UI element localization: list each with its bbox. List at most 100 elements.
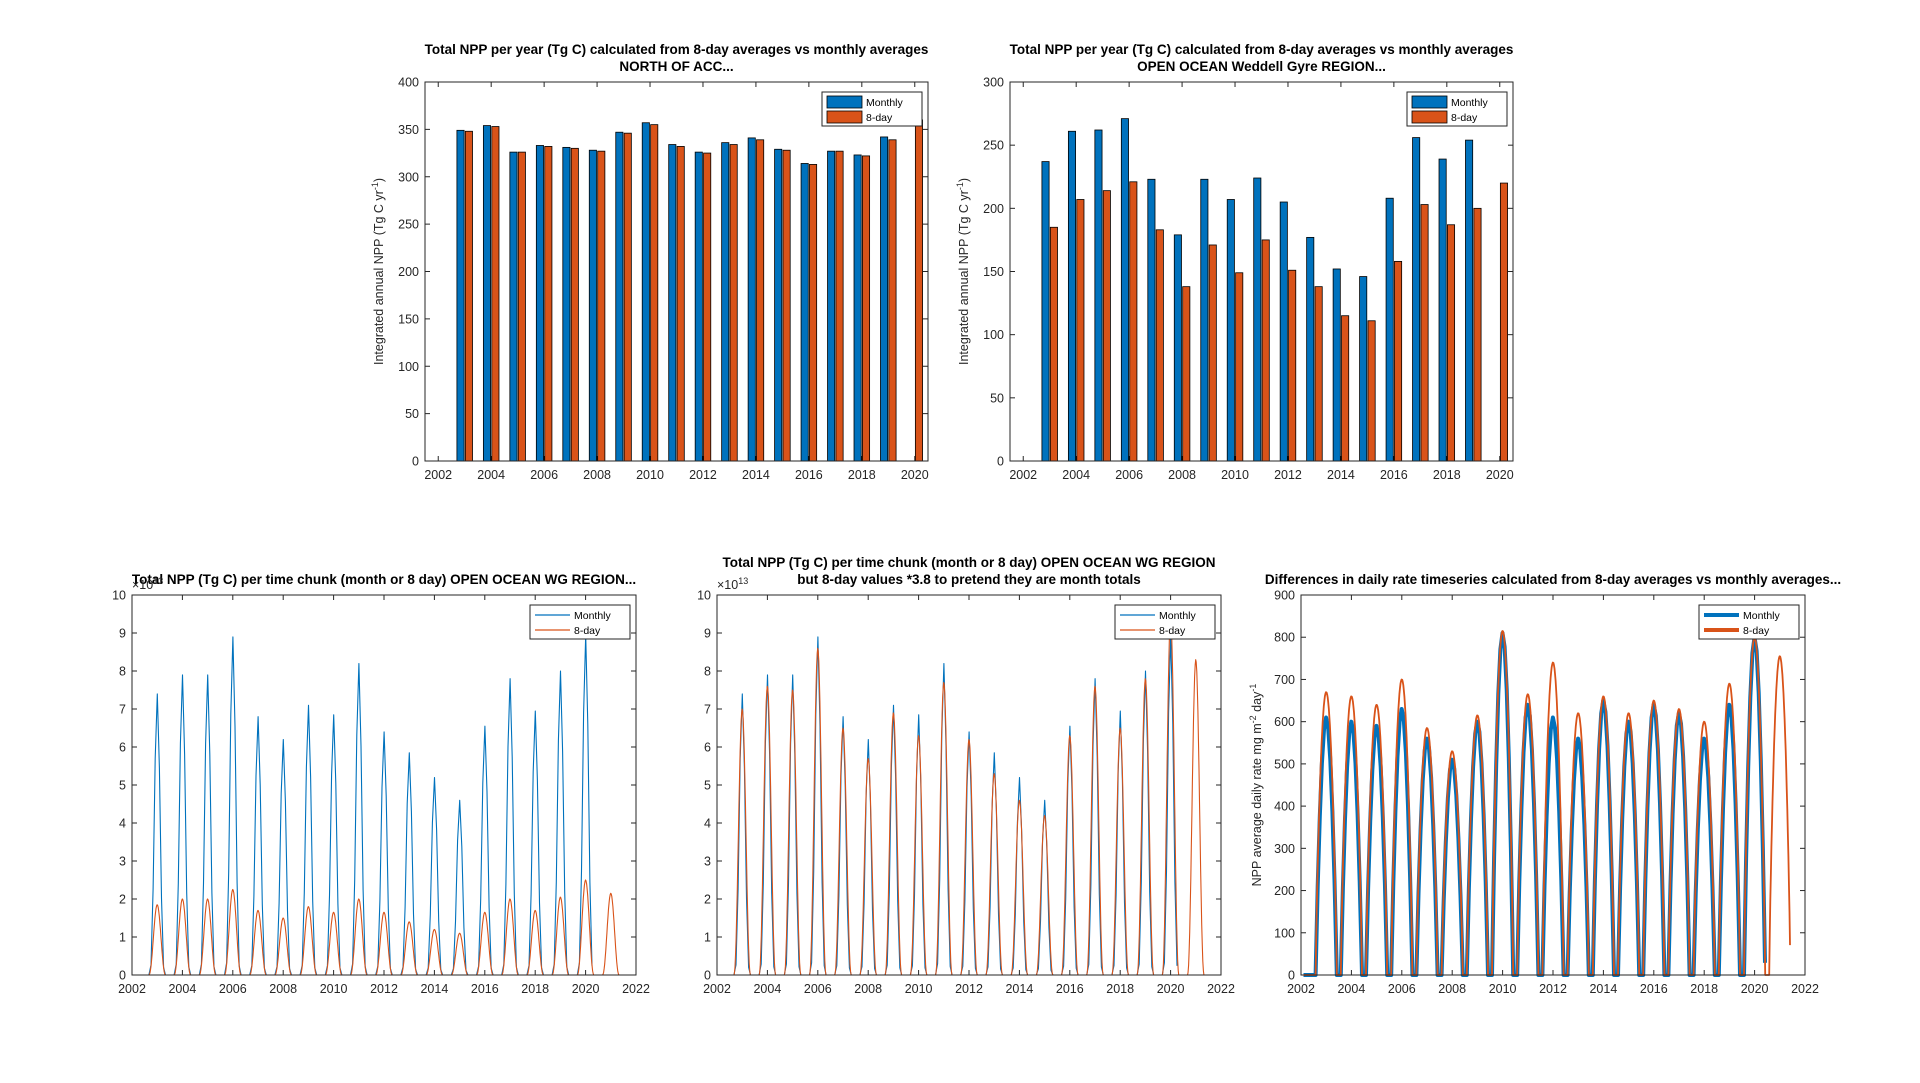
y-tick-label: 100 — [1274, 926, 1295, 940]
legend-swatch — [826, 95, 863, 109]
bar-monthly — [880, 136, 889, 462]
bar-8day — [1394, 260, 1403, 462]
x-tick-label: 2016 — [1380, 468, 1408, 482]
y-axis-label-sup: -1 — [370, 182, 380, 190]
bar-8day — [756, 139, 765, 462]
bar-8day — [597, 150, 606, 462]
x-tick-label: 2010 — [1489, 982, 1517, 996]
exponent-base: ×10 — [717, 578, 738, 592]
bar-8day — [703, 152, 712, 462]
bar-8day — [1129, 181, 1138, 462]
y-tick-label: 100 — [398, 360, 419, 374]
x-tick-label: 2012 — [1539, 982, 1567, 996]
x-tick-label: 2022 — [1791, 982, 1819, 996]
bar-monthly — [641, 122, 650, 462]
bar-8day — [570, 147, 579, 462]
bar-8day — [862, 155, 871, 462]
bar-8day — [1499, 182, 1508, 462]
bar-8day — [1049, 226, 1058, 462]
y-tick-label: 0 — [704, 969, 711, 983]
bar-monthly — [800, 163, 809, 462]
x-tick-label: 2008 — [1168, 468, 1196, 482]
bar-8day — [1261, 239, 1270, 462]
x-tick-label: 2010 — [1221, 468, 1249, 482]
x-tick-label: 2004 — [477, 468, 505, 482]
bar-8day — [835, 150, 844, 462]
y-tick-label: 200 — [398, 265, 419, 279]
series-8day — [1303, 630, 1791, 976]
bar-monthly — [1412, 137, 1421, 462]
y-tick-label: 400 — [1274, 800, 1295, 814]
legend-label: 8-day — [1159, 625, 1186, 637]
series-8day — [719, 617, 1205, 976]
legend-box — [1698, 604, 1800, 640]
bar-8day — [1102, 190, 1111, 462]
bar-monthly — [1041, 161, 1050, 462]
y-tick-label: 500 — [1274, 757, 1295, 771]
bar-monthly — [509, 151, 518, 462]
x-tick-label: 2016 — [795, 468, 823, 482]
legend-label: 8-day — [866, 112, 893, 124]
bar-8day — [1367, 320, 1376, 462]
x-tick-label: 2010 — [320, 982, 348, 996]
y-tick-label: 7 — [704, 703, 711, 717]
bar-monthly — [747, 137, 756, 462]
legend-label: 8-day — [574, 625, 601, 637]
x-tick-label: 2004 — [1062, 468, 1090, 482]
bar-8day — [1473, 207, 1482, 462]
y-tick-label: 300 — [1274, 842, 1295, 856]
y-tick-label: 5 — [119, 779, 126, 793]
x-tick-label: 2014 — [1589, 982, 1617, 996]
bar-monthly — [721, 142, 730, 462]
x-tick-label: 2002 — [424, 468, 452, 482]
bar-8day — [1076, 199, 1085, 462]
bar-monthly — [1094, 129, 1103, 462]
y-tick-label: 3 — [119, 855, 126, 869]
bar-8day — [888, 139, 897, 462]
x-tick-label: 2002 — [1009, 468, 1037, 482]
x-tick-label: 2006 — [804, 982, 832, 996]
bar-monthly — [562, 146, 571, 462]
bar-monthly — [1438, 158, 1447, 462]
bar-8day — [914, 119, 923, 462]
series-8day — [134, 879, 620, 976]
y-tick-label: 3 — [704, 855, 711, 869]
y-tick-label: 0 — [1288, 969, 1295, 983]
y-tick-label: 600 — [1274, 715, 1295, 729]
bar-monthly — [694, 151, 703, 462]
axes-border — [131, 594, 637, 976]
exponent-label: ×1013 — [717, 576, 748, 592]
bar-monthly — [1306, 236, 1315, 462]
y-tick-label: 350 — [398, 123, 419, 137]
y-tick-label: 6 — [119, 741, 126, 755]
bar-monthly — [853, 154, 862, 462]
x-tick-label: 2022 — [622, 982, 650, 996]
bar-8day — [1447, 224, 1456, 462]
legend-label: 8-day — [1743, 625, 1770, 637]
bar-monthly — [1465, 139, 1474, 462]
bar-monthly — [1332, 268, 1341, 462]
bar-8day — [464, 130, 473, 462]
legend-label: Monthly — [1159, 610, 1197, 622]
y-tick-label: 200 — [983, 202, 1004, 216]
x-tick-label: 2006 — [219, 982, 247, 996]
legend-label: Monthly — [1451, 97, 1489, 109]
x-tick-label: 2020 — [1741, 982, 1769, 996]
y-tick-label: 50 — [405, 407, 419, 421]
axes-4: 2002 2004 2006 2008 2010 2012 2014 2016 2018 2020… — [697, 555, 1235, 996]
legend-label: Monthly — [1743, 610, 1781, 622]
x-tick-label: 2012 — [689, 468, 717, 482]
bar-monthly — [535, 145, 544, 462]
bar-8day — [544, 146, 553, 462]
y-tick-label: 250 — [398, 218, 419, 232]
bar-8day — [1288, 269, 1297, 462]
bar-8day — [1155, 229, 1164, 462]
y-tick-label: 150 — [398, 312, 419, 326]
y-tick-label: 900 — [1274, 589, 1295, 603]
y-tick-label: 10 — [697, 589, 711, 603]
x-tick-label: 2002 — [118, 982, 146, 996]
x-tick-label: 2002 — [703, 982, 731, 996]
y-axis-label-text: NPP average daily rate mg m — [1250, 723, 1264, 886]
y-tick-label: 8 — [119, 665, 126, 679]
bar-monthly — [615, 131, 624, 462]
